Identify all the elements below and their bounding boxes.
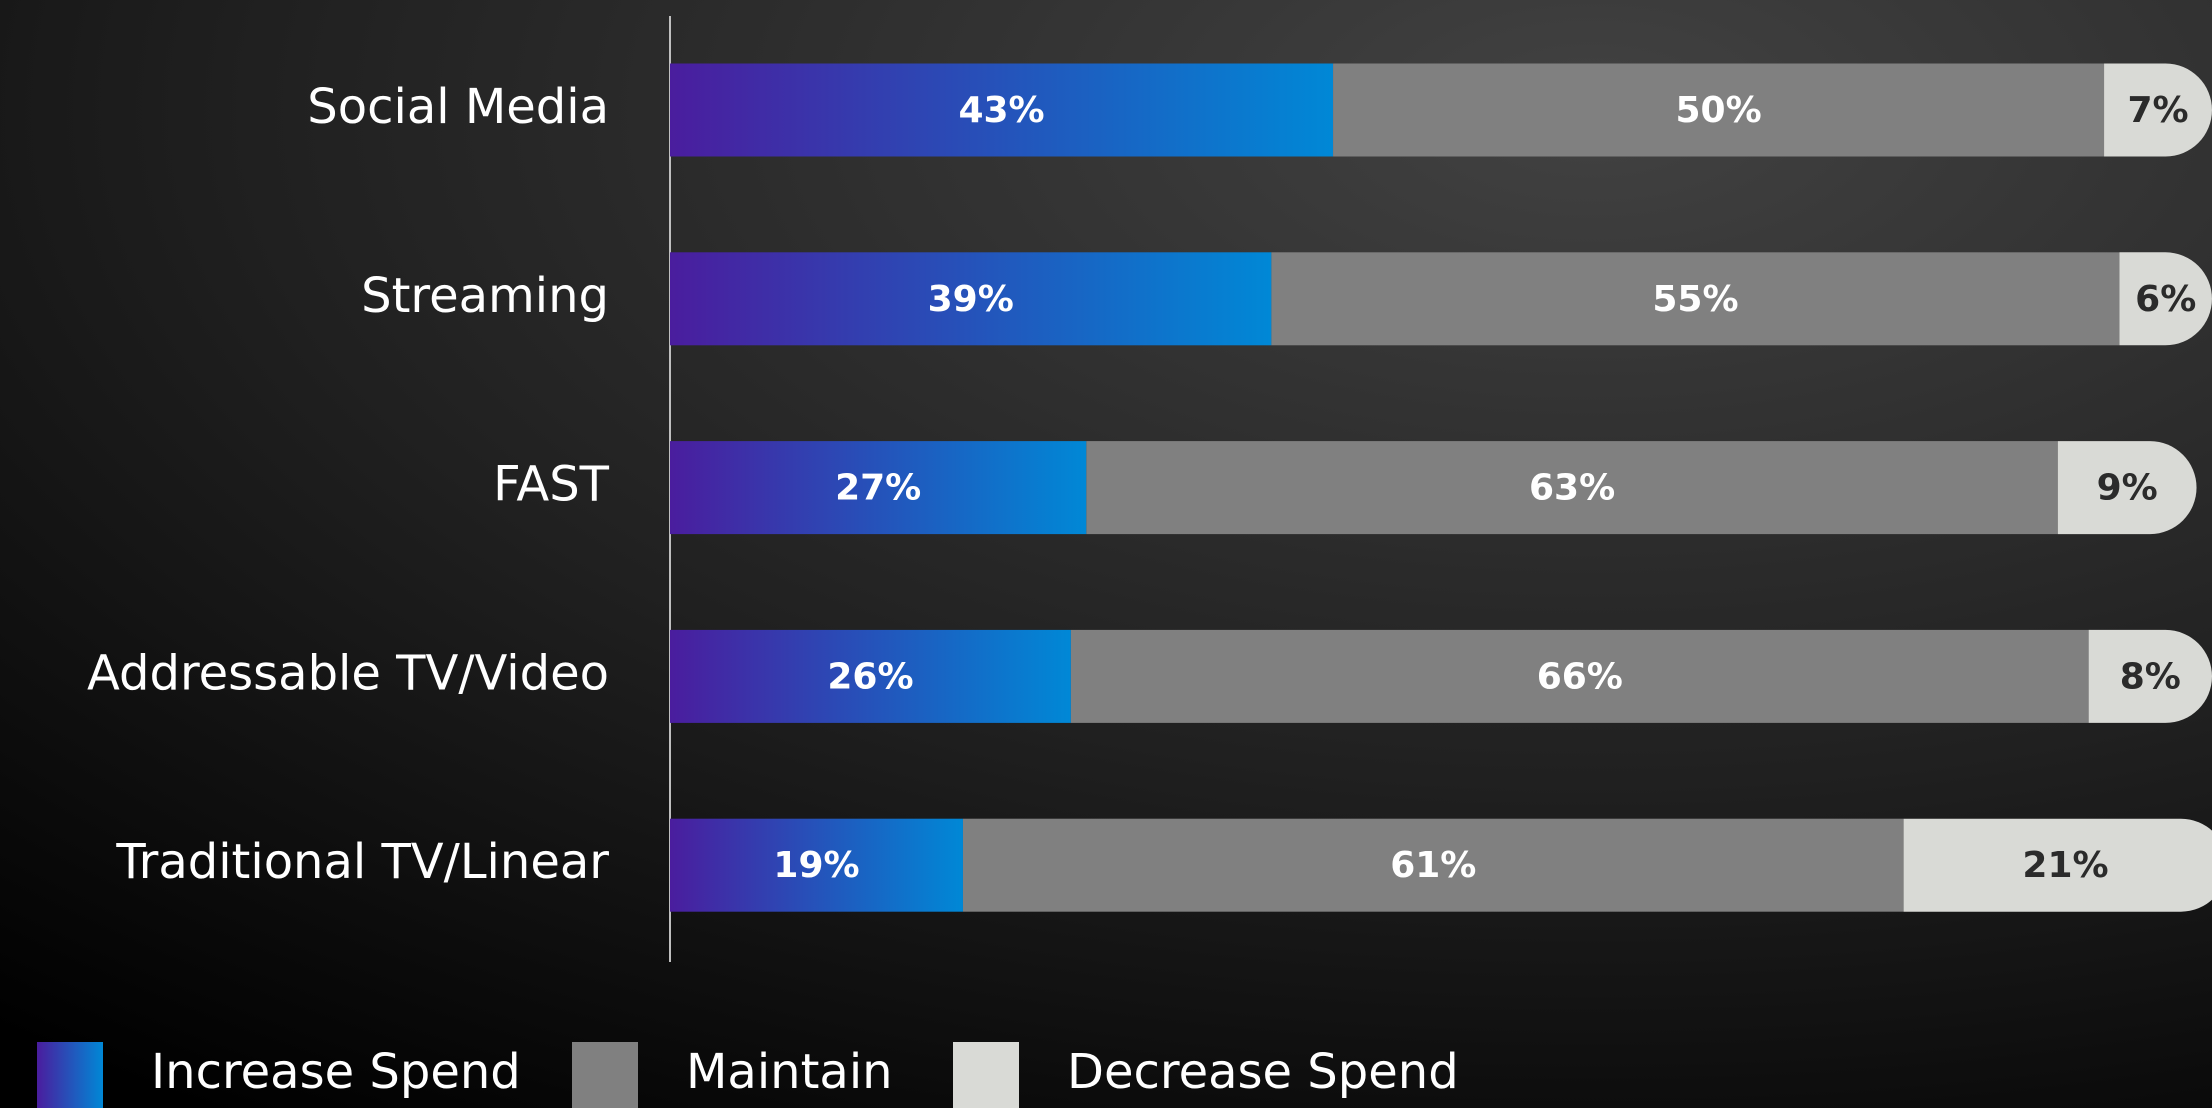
legend-swatch [572, 1042, 638, 1108]
bar-segment [1070, 629, 2089, 723]
bar-segment [2057, 441, 2197, 535]
value-label: 43% [958, 90, 1044, 131]
value-label: 55% [1652, 279, 1738, 320]
legend-label: Decrease Spend [1067, 1044, 1459, 1100]
category-label: Social Media [307, 79, 609, 135]
value-label: 66% [1537, 656, 1623, 697]
value-label: 6% [2135, 279, 2196, 320]
bar-segment [670, 818, 963, 912]
value-label: 9% [2097, 468, 2158, 509]
legend-label: Increase Spend [151, 1044, 521, 1100]
value-label: 61% [1390, 845, 1476, 886]
bar-segment [2119, 252, 2212, 346]
bar-segment [1333, 63, 2105, 157]
value-label: 7% [2127, 90, 2188, 131]
legend-label: Maintain [686, 1044, 893, 1100]
category-label: Traditional TV/Linear [115, 834, 609, 890]
value-label: 39% [928, 279, 1014, 320]
value-label: 21% [2022, 845, 2108, 886]
legend-swatch [37, 1042, 103, 1108]
value-label: 26% [827, 656, 913, 697]
bar-segment [962, 818, 1904, 912]
bar-segment [670, 441, 1087, 535]
category-label: FAST [493, 457, 610, 513]
bar-segment [670, 63, 1334, 157]
value-label: 19% [773, 845, 859, 886]
value-label: 8% [2120, 656, 2181, 697]
bar-segment [670, 252, 1272, 346]
legend-swatch [953, 1042, 1019, 1108]
value-label: 50% [1675, 90, 1761, 131]
category-label: Streaming [361, 268, 609, 324]
value-label: 63% [1529, 468, 1615, 509]
category-label: Addressable TV/Video [87, 645, 609, 701]
bar-segment [1271, 252, 2120, 346]
value-label: 27% [835, 468, 921, 509]
bar-segment [1903, 818, 2212, 912]
bar-segment [670, 629, 1071, 723]
bar-segment [2088, 629, 2212, 723]
bar-segment [2104, 63, 2212, 157]
bar-segment [1086, 441, 2058, 535]
